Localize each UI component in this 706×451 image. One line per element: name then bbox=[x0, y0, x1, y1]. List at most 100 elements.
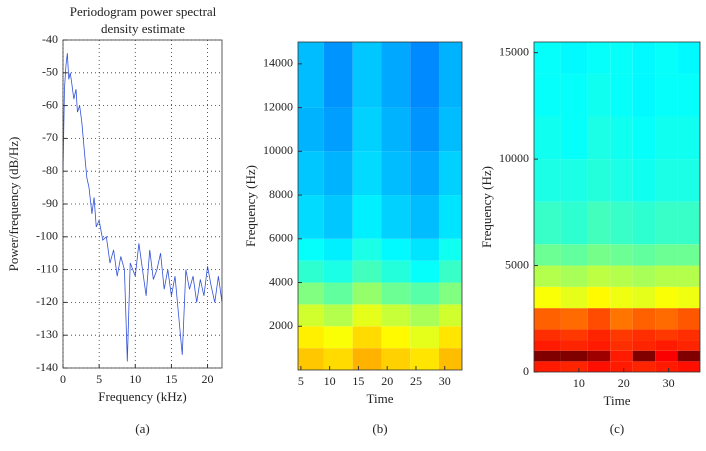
heatmap-cell bbox=[323, 326, 353, 349]
heatmap-cell bbox=[560, 340, 588, 351]
heatmap-cell bbox=[298, 304, 324, 327]
heatmap-cell bbox=[587, 286, 611, 309]
heatmap-cell bbox=[352, 260, 382, 283]
heatmap-cell bbox=[655, 340, 678, 351]
heatmap-cell bbox=[587, 361, 611, 372]
heatmap-cell bbox=[323, 42, 353, 108]
heatmap-cell bbox=[534, 286, 561, 309]
y-tick-label: 0 bbox=[523, 364, 529, 378]
heatmap-cell bbox=[560, 73, 588, 117]
heatmap-cell bbox=[655, 350, 678, 362]
heatmap-cell bbox=[632, 201, 656, 245]
y-tick-label: -60 bbox=[42, 97, 58, 111]
y-tick-label: -120 bbox=[36, 294, 58, 308]
y-tick-label: -130 bbox=[36, 327, 58, 341]
plot-frame bbox=[533, 41, 701, 373]
heatmap-cell bbox=[323, 238, 353, 261]
heatmap-cell bbox=[632, 286, 656, 309]
heatmap-cell bbox=[298, 348, 324, 370]
x-tick-label: 10 bbox=[129, 372, 141, 386]
y-tick-label: -90 bbox=[42, 196, 58, 210]
heatmap-cell bbox=[610, 201, 633, 245]
heatmap-cell bbox=[560, 329, 588, 341]
x-tick-label: 25 bbox=[410, 374, 422, 388]
heatmap-cell bbox=[587, 350, 611, 362]
y-tick-label: -70 bbox=[42, 130, 58, 144]
heatmap-cell bbox=[655, 361, 678, 372]
heatmap-cell bbox=[323, 107, 353, 152]
heatmap-cell bbox=[560, 286, 588, 309]
x-tick-label: 20 bbox=[202, 372, 214, 386]
heatmap-cell bbox=[381, 151, 411, 196]
heatmap-cell bbox=[323, 348, 353, 370]
heatmap-cell bbox=[587, 308, 611, 330]
heatmap-cell bbox=[655, 244, 678, 266]
heatmap-cell bbox=[438, 282, 462, 305]
x-tick-label: 30 bbox=[439, 374, 451, 388]
heatmap-cell bbox=[534, 73, 561, 117]
heatmap-cell bbox=[677, 361, 700, 372]
heatmap-cell bbox=[677, 73, 700, 117]
heatmap-cell bbox=[323, 260, 353, 283]
heatmap-cell bbox=[381, 195, 411, 239]
heatmap-cell bbox=[534, 42, 561, 74]
heatmap-cell bbox=[587, 329, 611, 341]
heatmap-cell bbox=[410, 195, 439, 239]
heatmap-cell bbox=[352, 238, 382, 261]
heatmap-cell bbox=[534, 159, 561, 202]
heatmap-cell bbox=[610, 42, 633, 74]
heatmap-cell bbox=[410, 42, 439, 108]
heatmap-cell bbox=[352, 282, 382, 305]
x-tick-label: 10 bbox=[324, 374, 336, 388]
heatmap-cell bbox=[560, 159, 588, 202]
heatmap-cell bbox=[352, 326, 382, 349]
heatmap-cell bbox=[677, 265, 700, 287]
x-tick-label: 0 bbox=[60, 372, 66, 386]
heatmap-cell bbox=[632, 244, 656, 266]
heatmap-cell bbox=[298, 42, 324, 108]
heatmap-cell bbox=[632, 159, 656, 202]
heatmap-cell bbox=[381, 42, 411, 108]
heatmap-cell bbox=[438, 304, 462, 327]
heatmap-cell bbox=[655, 201, 678, 245]
heatmap-cell bbox=[610, 361, 633, 372]
heatmap-cell bbox=[534, 308, 561, 330]
heatmap-cell bbox=[655, 116, 678, 160]
y-tick-label: -40 bbox=[42, 32, 58, 46]
heatmap-cell bbox=[655, 42, 678, 74]
y-tick-label: 6000 bbox=[269, 231, 293, 245]
heatmap-cell bbox=[632, 42, 656, 74]
y-tick-label: -140 bbox=[36, 360, 58, 374]
heatmap-cell bbox=[381, 238, 411, 261]
heatmap-cell bbox=[632, 265, 656, 287]
y-tick-label: 12000 bbox=[263, 99, 293, 113]
heatmap-cell bbox=[587, 159, 611, 202]
y-tick-label: 8000 bbox=[269, 187, 293, 201]
heatmap-cell bbox=[298, 282, 324, 305]
heatmap-cell bbox=[323, 304, 353, 327]
heatmap-cell bbox=[610, 329, 633, 341]
y-tick-label: -100 bbox=[36, 229, 58, 243]
heatmap-cell bbox=[410, 304, 439, 327]
heatmap-cell bbox=[438, 326, 462, 349]
heatmap-cell bbox=[560, 308, 588, 330]
heatmap-cell bbox=[298, 151, 324, 196]
x-tick-label: 15 bbox=[352, 374, 364, 388]
x-tick-label: 30 bbox=[663, 376, 675, 390]
heatmap-cell bbox=[655, 329, 678, 341]
heatmap-cell bbox=[560, 244, 588, 266]
heatmap-cell bbox=[352, 304, 382, 327]
heatmap-cell bbox=[677, 201, 700, 245]
heatmap-cell bbox=[677, 286, 700, 309]
heatmap-cell bbox=[655, 308, 678, 330]
y-tick-label: 10000 bbox=[499, 151, 529, 165]
heatmap-cell bbox=[410, 282, 439, 305]
heatmap-cell bbox=[610, 350, 633, 362]
heatmap-cell bbox=[534, 265, 561, 287]
heatmap-cell bbox=[352, 195, 382, 239]
y-tick-label: 5000 bbox=[505, 257, 529, 271]
heatmap-cell bbox=[677, 244, 700, 266]
x-tick-label: 5 bbox=[96, 372, 102, 386]
